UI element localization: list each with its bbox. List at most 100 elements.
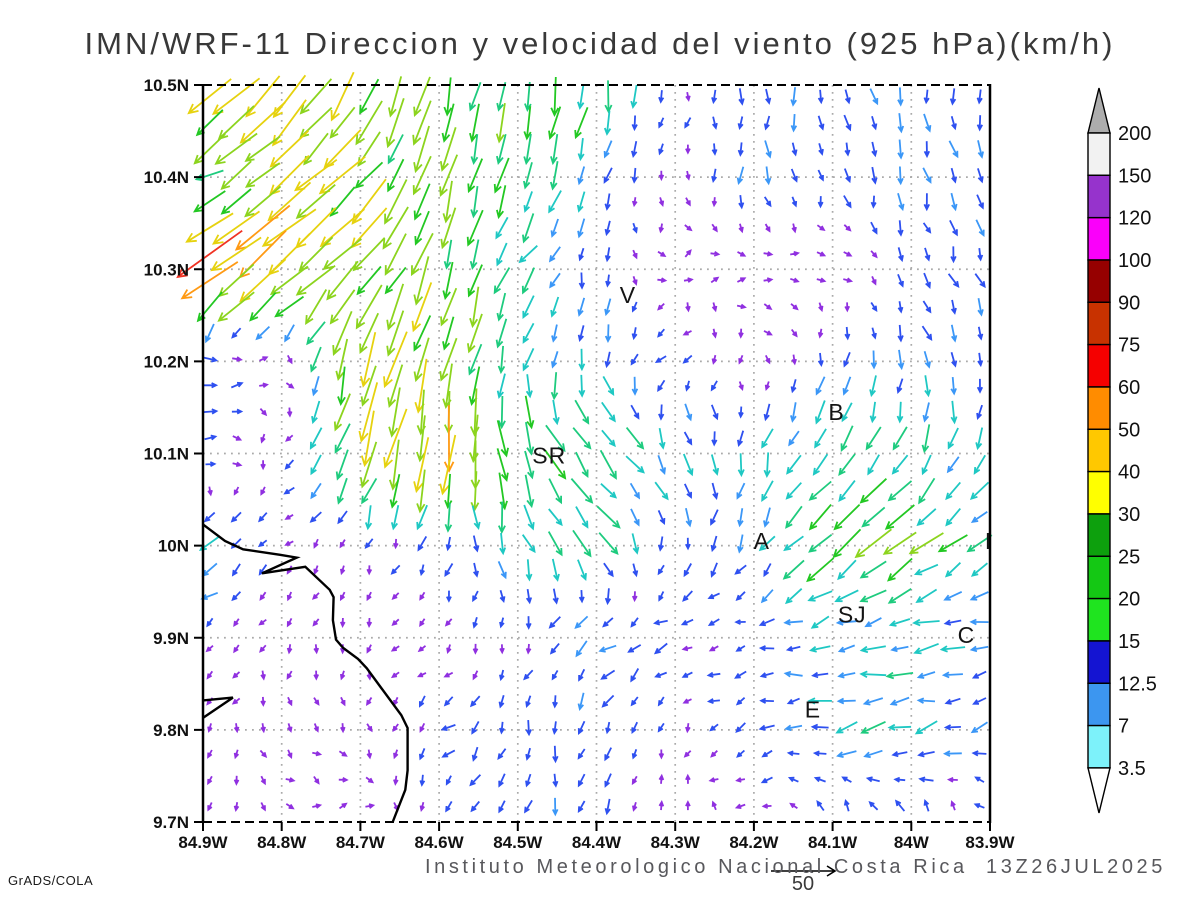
wind-arrow <box>785 645 801 652</box>
wind-arrow <box>469 103 480 143</box>
wind-arrow <box>410 232 434 277</box>
wind-arrow <box>922 222 932 234</box>
wind-arrow <box>808 480 832 501</box>
wind-arrow <box>413 315 432 352</box>
colorbar-label: 100 <box>1118 250 1151 272</box>
wind-arrow <box>630 353 639 366</box>
wind-arrow <box>812 453 829 476</box>
wind-arrow <box>832 528 862 559</box>
wind-arrow <box>245 75 281 118</box>
wind-arrow <box>604 798 611 816</box>
wind-arrow <box>735 697 746 706</box>
wind-arrow <box>945 508 961 527</box>
wind-arrow <box>355 284 383 330</box>
wind-arrow <box>889 696 910 706</box>
wind-arrow <box>572 427 592 450</box>
wind-arrow <box>604 247 611 263</box>
x-tick-label: 84.2W <box>729 833 779 852</box>
wind-arrow <box>707 592 720 600</box>
wind-arrow <box>897 220 904 237</box>
wind-arrow <box>914 720 938 735</box>
wind-arrow <box>260 433 266 444</box>
wind-arrow <box>625 427 645 450</box>
wind-arrow <box>287 696 293 707</box>
wind-arrow <box>384 233 407 276</box>
wind-arrow <box>577 137 585 162</box>
colorbar-box <box>1087 132 1111 176</box>
wind-arrow <box>471 720 480 735</box>
wind-arrow <box>763 277 774 283</box>
wind-arrow <box>499 532 507 556</box>
wind-arrow <box>574 399 590 425</box>
wind-arrow <box>971 750 987 757</box>
wind-arrow <box>365 803 376 809</box>
colorbar-label: 7 <box>1118 716 1129 738</box>
wind-arrow <box>206 670 214 680</box>
wind-arrow <box>887 587 912 604</box>
wind-arrow <box>499 590 506 604</box>
x-tick-label: 83.9W <box>965 833 1015 852</box>
colorbar-label: 200 <box>1118 123 1151 145</box>
wind-arrow <box>392 538 399 550</box>
wind-arrow <box>894 799 906 812</box>
x-tick-label: 84.6W <box>415 833 465 852</box>
wind-arrow <box>313 644 320 655</box>
wind-arrow <box>522 295 535 320</box>
wind-arrow <box>975 219 985 238</box>
wind-arrow <box>966 534 993 553</box>
wind-arrow <box>950 800 956 811</box>
y-tick-label: 10.2N <box>144 352 189 371</box>
city-marker-a: A <box>754 528 770 554</box>
wind-arrow <box>470 800 480 813</box>
wind-arrow <box>784 724 803 732</box>
wind-arrow <box>548 478 562 505</box>
wind-arrow <box>764 223 771 233</box>
wind-arrow <box>738 381 744 392</box>
wind-arrow <box>837 644 856 653</box>
y-tick-label: 9.9N <box>153 629 189 648</box>
wind-arrow <box>818 302 824 313</box>
wind-arrow <box>312 750 323 757</box>
wind-arrow <box>230 511 242 523</box>
wind-arrow <box>498 694 505 709</box>
wind-arrow <box>207 723 213 733</box>
colorbar-box <box>1087 174 1111 219</box>
wind-arrow <box>789 802 798 810</box>
wind-arrow <box>791 223 797 234</box>
wind-arrow <box>295 184 336 220</box>
wind-arrow <box>233 802 240 812</box>
wind-arrow <box>384 179 408 225</box>
wind-arrow <box>497 748 507 760</box>
wind-arrow <box>603 110 612 136</box>
wind-arrow <box>887 557 913 582</box>
wind-arrow <box>844 326 851 341</box>
wind-arrow <box>869 401 877 424</box>
wind-arrow <box>923 350 931 369</box>
wind-arrow <box>890 645 909 653</box>
wind-arrow <box>330 71 355 122</box>
wind-arrow <box>836 697 856 705</box>
wind-arrow <box>631 167 638 184</box>
wind-arrow <box>711 168 718 184</box>
wind-arrow <box>232 671 241 679</box>
wind-arrow <box>390 671 400 679</box>
wind-arrow <box>339 617 346 629</box>
wind-arrow <box>498 721 505 735</box>
wind-arrow <box>976 378 984 394</box>
wind-arrow <box>884 504 915 530</box>
wind-arrow <box>286 644 293 655</box>
wind-arrow <box>388 76 403 118</box>
wind-arrow <box>550 296 560 318</box>
wind-arrow <box>578 272 586 290</box>
wind-arrow <box>738 406 744 419</box>
wind-arrow <box>441 103 455 143</box>
colorbar-below-triangle <box>1087 767 1111 814</box>
wind-arrow <box>949 220 958 237</box>
wind-arrow <box>893 776 906 783</box>
coastline-path <box>202 523 409 823</box>
wind-arrow <box>387 364 404 408</box>
wind-arrow <box>812 750 827 757</box>
wind-arrow <box>913 563 939 576</box>
wind-arrow <box>736 482 746 500</box>
